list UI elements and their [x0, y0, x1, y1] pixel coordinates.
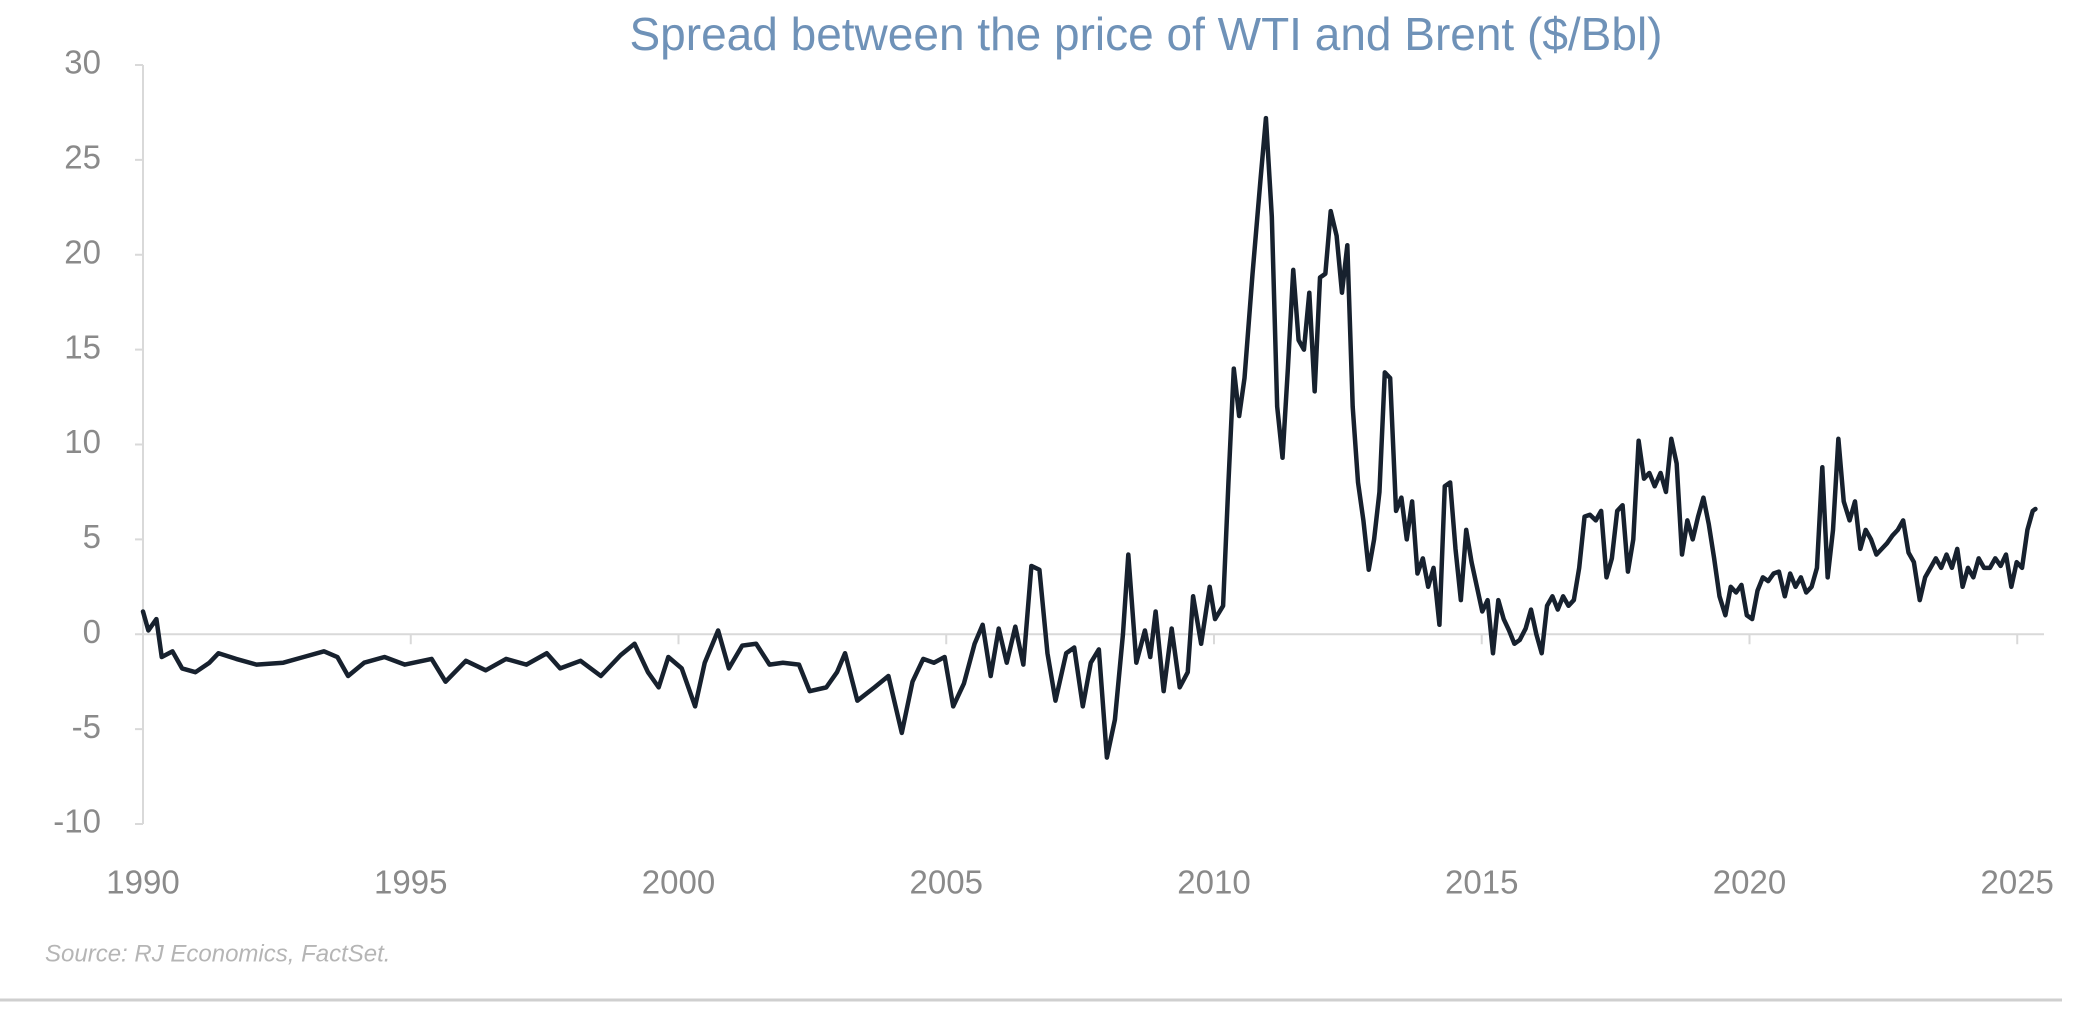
y-tick-label: 0 — [83, 613, 101, 650]
x-tick-label: 2000 — [642, 864, 715, 901]
y-tick-label: 15 — [64, 328, 101, 365]
x-tick-label: 2020 — [1713, 864, 1786, 901]
y-tick-label: 25 — [64, 139, 101, 176]
x-tick-label: 2025 — [1981, 864, 2054, 901]
x-tick-label: 2005 — [910, 864, 983, 901]
y-tick-label: -10 — [53, 803, 101, 840]
x-tick-label: 1995 — [374, 864, 447, 901]
source-note: Source: RJ Economics, FactSet. — [45, 940, 390, 967]
x-tick-label: 1990 — [106, 864, 179, 901]
data-line — [140, 115, 2038, 760]
x-tick-label: 2010 — [1177, 864, 1250, 901]
chart-title: Spread between the price of WTI and Bren… — [630, 8, 1663, 60]
y-tick-label: 20 — [64, 233, 101, 270]
y-tick-label: -5 — [72, 708, 101, 745]
y-tick-label: 5 — [83, 518, 101, 555]
y-tick-label: 30 — [64, 44, 101, 81]
y-tick-label: 10 — [64, 423, 101, 460]
x-tick-label: 2015 — [1445, 864, 1518, 901]
